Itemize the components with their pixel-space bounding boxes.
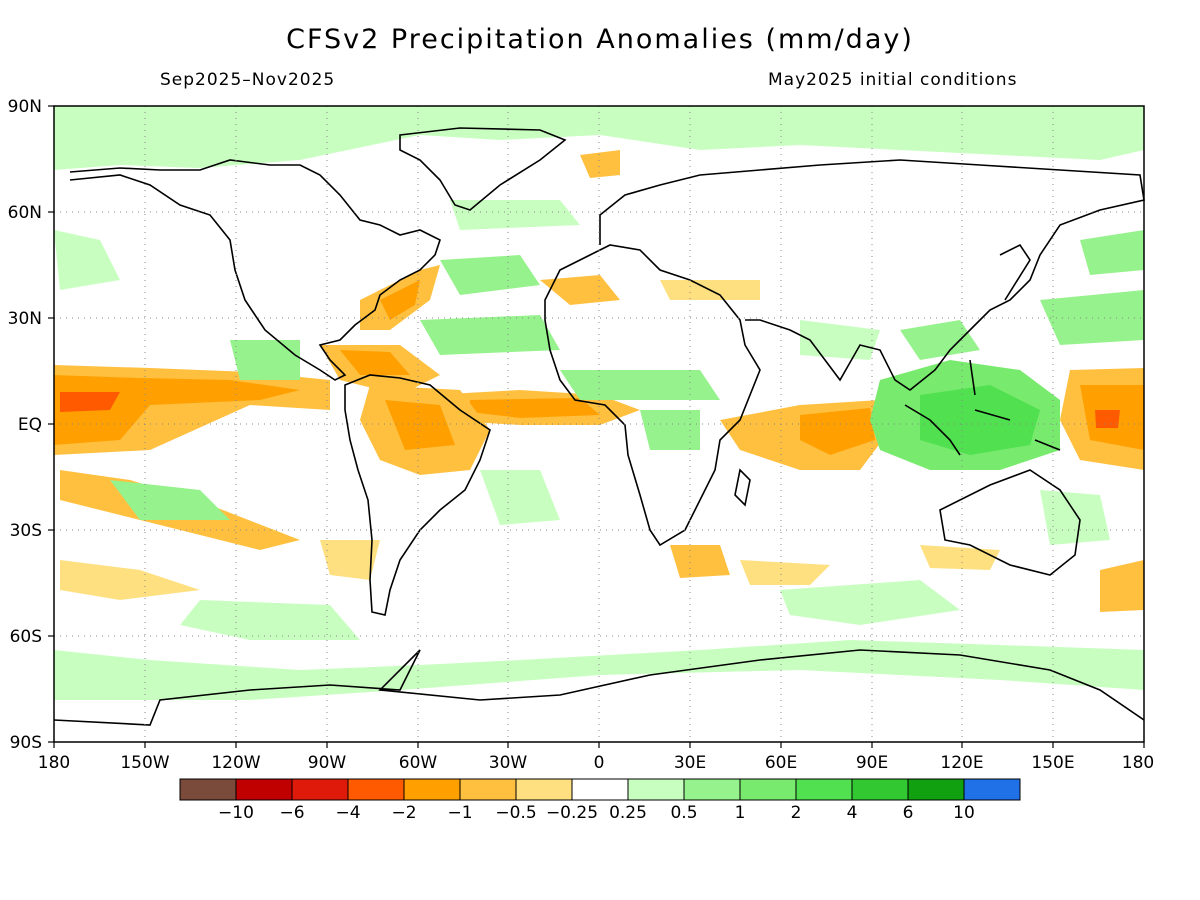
lon-label-90e: 90E bbox=[856, 753, 888, 773]
lon-label-180e: 180 bbox=[1122, 753, 1154, 773]
colorbar-box bbox=[683, 778, 741, 801]
latitude-labels: 90N 60N 30N EQ 30S 60S 90S bbox=[8, 97, 42, 753]
lat-label-60n: 60N bbox=[8, 203, 42, 223]
lat-label-90n: 90N bbox=[8, 97, 42, 117]
lat-label-eq: EQ bbox=[18, 415, 42, 435]
lon-label-30w: 30W bbox=[489, 753, 528, 773]
colorbar-label: 0.25 bbox=[609, 803, 647, 823]
colorbar-box bbox=[235, 778, 293, 801]
colorbar-box bbox=[347, 778, 405, 801]
colorbar-label: −10 bbox=[218, 803, 254, 823]
lat-label-30s: 30S bbox=[10, 521, 42, 541]
colorbar-box bbox=[571, 778, 629, 801]
colorbar-label: 6 bbox=[903, 803, 914, 823]
colorbar-label: −6 bbox=[279, 803, 304, 823]
graticule bbox=[54, 106, 1144, 742]
colorbar-label: 10 bbox=[953, 803, 975, 823]
colorbar-label: −2 bbox=[391, 803, 416, 823]
colorbar-box bbox=[627, 778, 685, 801]
colorbar-box bbox=[851, 778, 909, 801]
colorbar-label: 4 bbox=[847, 803, 858, 823]
north-america-coast bbox=[69, 159, 441, 381]
lon-label-180w: 180 bbox=[38, 753, 70, 773]
australia-coast bbox=[939, 469, 1081, 576]
colorbar-label: 2 bbox=[791, 803, 802, 823]
colorbar-box bbox=[795, 778, 853, 801]
colorbar-label: 1 bbox=[735, 803, 746, 823]
lat-label-90s: 90S bbox=[10, 733, 42, 753]
africa-europe-coast bbox=[544, 244, 761, 547]
colorbar-box bbox=[179, 778, 237, 801]
south-america-coast bbox=[344, 374, 491, 616]
greenland-coast bbox=[399, 127, 567, 211]
colorbar: −10 −6 −4 −2 −1 −0.5 −0.25 0.25 0.5 1 2 4 6 10 bbox=[179, 778, 1021, 823]
lon-label-90w: 90W bbox=[308, 753, 347, 773]
colorbar-box bbox=[963, 778, 1021, 801]
colorbar-box bbox=[907, 778, 965, 801]
map-title: CFSv2 Precipitation Anomalies (mm/day) bbox=[286, 24, 914, 55]
coastlines bbox=[53, 127, 1145, 726]
longitude-labels: 180 150W 120W 90W 60W 30W 0 30E 60E 90E … bbox=[38, 753, 1154, 773]
colorbar-label: 0.5 bbox=[670, 803, 697, 823]
initial-conditions: May2025 initial conditions bbox=[768, 70, 1018, 90]
colorbar-box bbox=[739, 778, 797, 801]
lon-label-60e: 60E bbox=[765, 753, 797, 773]
asia-coast bbox=[599, 159, 1145, 391]
lat-label-30n: 30N bbox=[8, 309, 42, 329]
colorbar-box bbox=[403, 778, 461, 801]
forecast-period: Sep2025–Nov2025 bbox=[160, 70, 336, 90]
lon-label-0: 0 bbox=[594, 753, 605, 773]
colorbar-label: −0.25 bbox=[546, 803, 598, 823]
lon-label-150w: 150W bbox=[120, 753, 169, 773]
colorbar-label: −1 bbox=[447, 803, 472, 823]
lon-label-60w: 60W bbox=[399, 753, 438, 773]
colorbar-label: −0.5 bbox=[495, 803, 536, 823]
lon-label-150e: 150E bbox=[1031, 753, 1074, 773]
colorbar-box bbox=[291, 778, 349, 801]
lon-label-30e: 30E bbox=[674, 753, 706, 773]
colorbar-label: −4 bbox=[335, 803, 360, 823]
lat-label-60s: 60S bbox=[10, 627, 42, 647]
lon-label-120e: 120E bbox=[940, 753, 983, 773]
colorbar-box bbox=[515, 778, 573, 801]
colorbar-box bbox=[459, 778, 517, 801]
lon-label-120w: 120W bbox=[211, 753, 260, 773]
antarctica-coast bbox=[53, 649, 1145, 726]
